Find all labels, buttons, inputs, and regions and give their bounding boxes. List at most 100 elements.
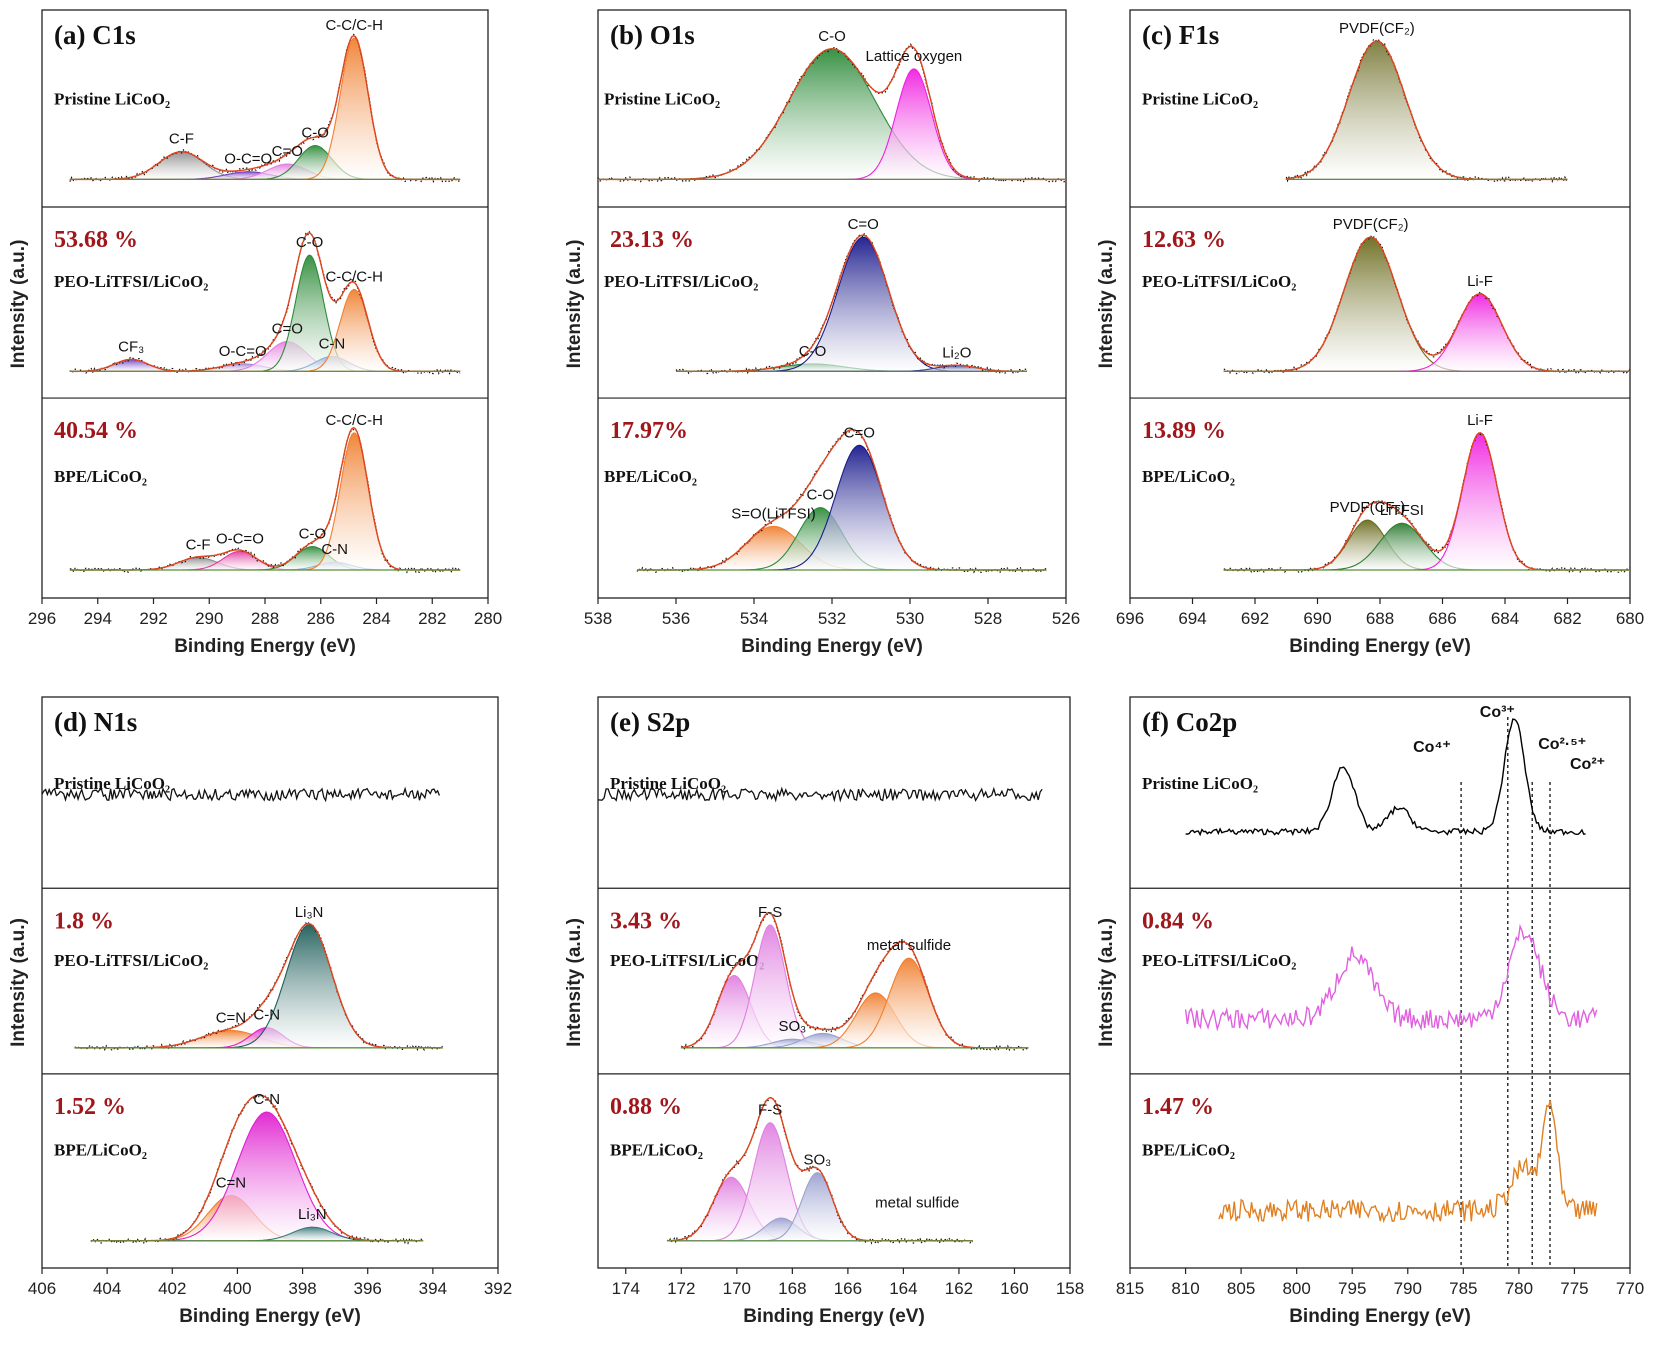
x-tick-label: 158 (1056, 1279, 1084, 1298)
x-tick-label: 795 (1338, 1279, 1366, 1298)
panel-title: (b) O1s (610, 20, 695, 50)
x-tick-label: 288 (251, 609, 279, 628)
sample-label: BPE/LiCoO₂ (604, 467, 697, 486)
x-tick-label: 684 (1491, 609, 1519, 628)
peak-label: C=O (272, 143, 303, 160)
spectrum-line (1184, 923, 1598, 1032)
sample-label: PEO-LiTFSI/LiCoO₂ (54, 951, 208, 970)
peak-label: C-F (186, 537, 211, 554)
spectrum-f-1: PEO-LiTFSI/LiCoO₂ 0.84 % (1142, 908, 1598, 1032)
x-tick-label: 400 (223, 1279, 251, 1298)
peak-label: C=O (272, 321, 303, 338)
sample-label: Pristine LiCoO₂ (54, 90, 170, 109)
fit-envelope (69, 426, 461, 571)
peak-label: O-C=O (219, 343, 267, 360)
x-axis-label: Binding Energy (eV) (1289, 636, 1471, 657)
component-peak (1223, 522, 1630, 571)
peak-label: Li₃N (298, 1206, 327, 1223)
peak-label: C-O (299, 526, 327, 543)
sample-label: Pristine LiCoO₂ (610, 774, 726, 793)
x-tick-label: 534 (740, 609, 768, 628)
sample-label: PEO-LiTFSI/LiCoO₂ (1142, 951, 1296, 970)
peak-label: Lattice oxygen (866, 48, 963, 65)
spectrum-c-0: Pristine LiCoO₂ PVDF(CF₂) (1142, 20, 1568, 184)
peak-label: C=N (216, 1010, 246, 1027)
percentage-label: 12.63 % (1142, 227, 1226, 253)
peak-label: C-O (799, 343, 827, 360)
spectrum-b-0: Pristine LiCoO₂ C-O Lattice oxygen (597, 28, 1067, 183)
reference-line-label: Co³⁺ (1480, 704, 1515, 721)
peak-label: C-C/C-H (325, 17, 383, 34)
x-tick-label: 785 (1449, 1279, 1477, 1298)
percentage-label: 0.88 % (610, 1094, 682, 1120)
x-axis-label: Binding Energy (eV) (174, 636, 356, 657)
spectrum-f-0: Pristine LiCoO₂ (1142, 718, 1586, 837)
peak-label: C=O (844, 424, 875, 441)
reference-line-label: Co⁴⁺ (1413, 739, 1451, 756)
panel-d: 406 404 402 400 398 396 394 392 Binding Energy (… (8, 696, 512, 1327)
x-axis-label: Binding Energy (eV) (179, 1306, 361, 1327)
component-peak (90, 1111, 424, 1242)
x-tick-label: 682 (1553, 609, 1581, 628)
spectrum-a-2: BPE/LiCoO₂ 40.54 % C-F O-C=O C-OC-N C-C/C-H (54, 412, 461, 574)
x-tick-label: 536 (662, 609, 690, 628)
peak-label: PVDF(CF₂) (1339, 20, 1415, 37)
peak-label: F-S (758, 904, 782, 921)
spectrum-b-1: PEO-LiTFSI/LiCoO₂ 23.13 % C-O C=O Li₂O (604, 216, 1028, 375)
peak-label: C-C/C-H (325, 268, 383, 285)
spectrum-c-1: PEO-LiTFSI/LiCoO₂ 12.63 % PVDF(CF₂) Li-F (1142, 216, 1631, 375)
peak-label: C-N (319, 335, 346, 352)
component-peak (1285, 40, 1568, 180)
sample-label: BPE/LiCoO₂ (610, 1140, 703, 1159)
x-tick-label: 815 (1116, 1279, 1144, 1298)
peak-label: LiTFSI (1380, 502, 1424, 519)
percentage-label: 1.47 % (1142, 1094, 1214, 1120)
panel-title: (c) F1s (1142, 20, 1219, 50)
percentage-label: 17.97% (610, 418, 688, 444)
percentage-label: 53.68 % (54, 227, 138, 253)
peak-label: Li₂O (942, 344, 971, 361)
sample-label: Pristine LiCoO₂ (604, 90, 720, 109)
reference-line-label: Co²⁺ (1570, 756, 1605, 773)
x-tick-label: 166 (834, 1279, 862, 1298)
x-tick-label: 530 (896, 609, 924, 628)
panel-c: 696 694 692 690 688 686 684 682 680 Binding Energ… (1096, 9, 1644, 657)
x-tick-label: 280 (474, 609, 502, 628)
x-tick-label: 296 (28, 609, 56, 628)
x-tick-label: 686 (1428, 609, 1456, 628)
x-tick-label: 680 (1616, 609, 1644, 628)
y-axis-label: Intensity (a.u.) (1096, 918, 1117, 1047)
sample-label: PEO-LiTFSI/LiCoO₂ (604, 272, 758, 291)
sample-label: Pristine LiCoO₂ (1142, 774, 1258, 793)
raw-data (69, 428, 461, 574)
sample-label: BPE/LiCoO₂ (1142, 1140, 1235, 1159)
fit-envelope (69, 34, 461, 181)
y-axis-label: Intensity (a.u.) (8, 240, 29, 369)
spectrum-c-2: BPE/LiCoO₂ 13.89 % PVDF(CF₂)LiTFSI Li-F (1142, 412, 1631, 574)
peak-label: O-C=O (216, 530, 264, 547)
peak-label: C=O (848, 216, 879, 233)
x-tick-label: 164 (889, 1279, 917, 1298)
x-tick-label: 162 (945, 1279, 973, 1298)
sample-label: BPE/LiCoO₂ (54, 467, 147, 486)
x-tick-label: 692 (1241, 609, 1269, 628)
x-tick-label: 396 (354, 1279, 382, 1298)
x-tick-label: 526 (1052, 609, 1080, 628)
x-axis-label: Binding Energy (eV) (743, 1306, 925, 1327)
component-peak (676, 236, 1027, 372)
x-tick-label: 690 (1303, 609, 1331, 628)
sample-label: BPE/LiCoO₂ (54, 1140, 147, 1159)
spectrum-e-1: PEO-LiTFSI/LiCoO₂ 3.43 % F-S SO₃ metal sulfi… (610, 904, 1029, 1052)
spectrum-b-2: BPE/LiCoO₂ 17.97% S=O(LiTFSI)C-O C=O (604, 418, 1047, 574)
peak-label: C-N (253, 1091, 280, 1108)
x-tick-label: 694 (1178, 609, 1206, 628)
spectrum-line (1218, 1100, 1598, 1224)
plot-frame (1129, 696, 1631, 1269)
peak-label: C-O (301, 125, 329, 142)
x-tick-label: 780 (1505, 1279, 1533, 1298)
x-tick-label: 294 (84, 609, 112, 628)
raw-data (597, 43, 1067, 183)
peak-label: metal sulfide (867, 937, 951, 954)
percentage-label: 0.84 % (1142, 908, 1214, 934)
